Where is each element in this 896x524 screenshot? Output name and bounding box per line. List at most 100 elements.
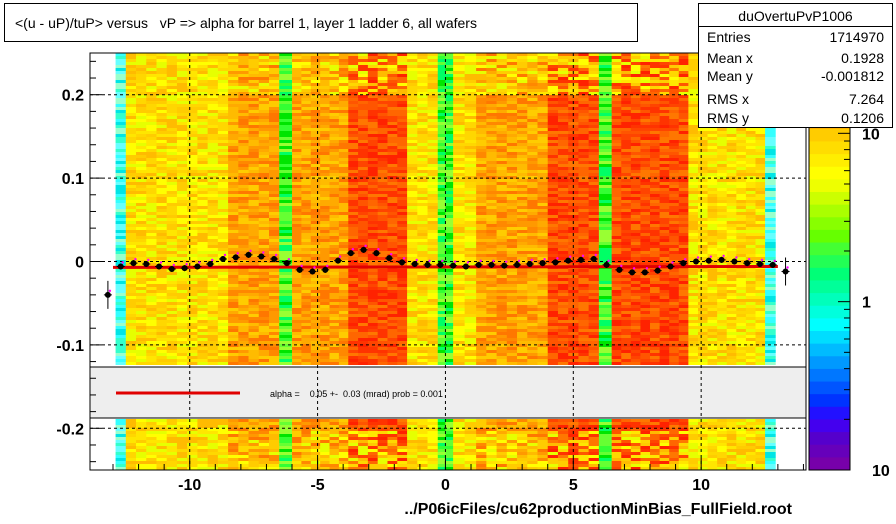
heatmap-cell <box>146 176 157 179</box>
heatmap-cell <box>301 353 312 356</box>
heatmap-cell <box>417 194 428 197</box>
heatmap-cell <box>329 206 340 209</box>
heatmap-cell <box>258 263 270 266</box>
heatmap-cell <box>320 236 330 239</box>
heatmap-cell <box>187 143 198 146</box>
heatmap-cell <box>537 146 549 149</box>
heatmap-cell <box>417 338 428 341</box>
heatmap-cell <box>310 59 321 62</box>
heatmap-cell <box>427 467 439 470</box>
heatmap-cell <box>348 173 359 176</box>
heatmap-cell <box>387 167 398 170</box>
heatmap-cell <box>187 98 198 101</box>
heatmap-cell <box>320 125 330 128</box>
heatmap-cell <box>207 215 219 218</box>
heatmap-cell <box>496 323 508 326</box>
heatmap-cell <box>238 179 249 182</box>
heatmap-cell <box>476 194 487 197</box>
heatmap-cell <box>292 308 302 311</box>
heatmap-cell <box>506 209 518 212</box>
heatmap-cell <box>238 110 249 113</box>
heatmap-cell <box>517 110 528 113</box>
heatmap-cell <box>377 194 388 197</box>
heatmap-cell <box>377 464 388 467</box>
heatmap-cell <box>166 227 178 230</box>
heatmap-cell <box>348 185 359 188</box>
heatmap-cell <box>176 281 188 284</box>
heatmap-cell <box>527 107 538 110</box>
heatmap-cell <box>358 458 369 461</box>
heatmap-cell <box>197 77 209 80</box>
heatmap-cell <box>292 104 302 107</box>
heatmap-cell <box>310 467 321 470</box>
heatmap-cell <box>176 341 188 344</box>
heatmap-cell <box>407 176 418 179</box>
heatmap-cell <box>486 230 497 233</box>
heatmap-cell <box>301 167 312 170</box>
heatmap-cell <box>248 107 260 110</box>
heatmap-cell <box>527 224 538 227</box>
heatmap-cell <box>166 245 178 248</box>
heatmap-cell <box>217 74 229 77</box>
heatmap-cell <box>292 242 302 245</box>
heatmap-cell <box>279 152 293 155</box>
heatmap-cell <box>445 230 454 233</box>
heatmap-cell <box>437 284 446 287</box>
heatmap-cell <box>269 332 280 335</box>
heatmap-cell <box>207 122 219 125</box>
heatmap-cell <box>248 56 260 59</box>
heatmap-cell <box>197 146 209 149</box>
heatmap-cell <box>176 146 188 149</box>
heatmap-cell <box>397 464 408 467</box>
heatmap-cell <box>258 152 270 155</box>
heatmap-cell <box>397 182 408 185</box>
heatmap-cell <box>292 155 302 158</box>
heatmap-cell <box>228 83 239 86</box>
heatmap-cell <box>301 200 312 203</box>
heatmap-cell <box>417 176 428 179</box>
heatmap-cell <box>187 320 198 323</box>
heatmap-cell <box>197 335 209 338</box>
heatmap-cell <box>238 188 249 191</box>
heatmap-cell <box>197 329 209 332</box>
heatmap-cell <box>377 293 388 296</box>
heatmap-cell <box>197 353 209 356</box>
heatmap-cell <box>506 56 518 59</box>
heatmap-cell <box>377 311 388 314</box>
heatmap-cell <box>310 62 321 65</box>
heatmap-cell <box>397 344 408 347</box>
heatmap-cell <box>187 458 198 461</box>
heatmap-cell <box>207 452 219 455</box>
heatmap-cell <box>292 98 302 101</box>
heatmap-cell <box>176 446 188 449</box>
heatmap-cell <box>166 344 178 347</box>
heatmap-cell <box>427 146 439 149</box>
heatmap-cell <box>464 143 477 146</box>
heatmap-cell <box>176 245 188 248</box>
heatmap-cell <box>156 185 168 188</box>
heatmap-cell <box>187 230 198 233</box>
heatmap-cell <box>166 278 178 281</box>
heatmap-cell <box>377 269 388 272</box>
heatmap-cell <box>407 131 418 134</box>
heatmap-cell <box>397 449 408 452</box>
heatmap-cell <box>537 179 549 182</box>
heatmap-cell <box>197 74 209 77</box>
heatmap-cell <box>329 188 340 191</box>
heatmap-cell <box>248 104 260 107</box>
heatmap-cell <box>427 428 439 431</box>
heatmap-cell <box>427 329 439 332</box>
heatmap-cell <box>506 116 518 119</box>
heatmap-cell <box>269 263 280 266</box>
heatmap-cell <box>187 335 198 338</box>
heatmap-cell <box>464 152 477 155</box>
heatmap-cell <box>217 248 229 251</box>
heatmap-cell <box>496 128 508 131</box>
heatmap-cell <box>496 284 508 287</box>
heatmap-cell <box>397 95 408 98</box>
heatmap-cell <box>146 218 157 221</box>
heatmap-cell <box>464 287 477 290</box>
heatmap-cell <box>269 431 280 434</box>
heatmap-cell <box>115 233 127 236</box>
heatmap-cell <box>464 149 477 152</box>
